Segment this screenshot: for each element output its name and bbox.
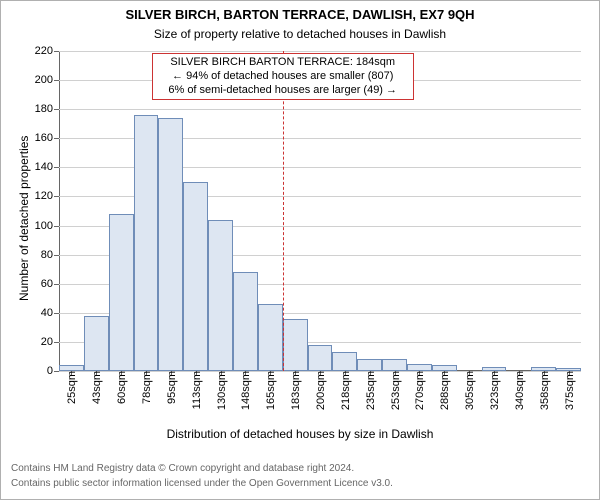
x-tick-label: 358sqm <box>537 371 551 410</box>
x-tick-label: 200sqm <box>313 371 327 410</box>
histogram-bar <box>357 359 382 371</box>
x-tick-label: 183sqm <box>288 371 302 410</box>
x-tick-label: 165sqm <box>263 371 277 410</box>
y-tick-label: 0 <box>47 365 59 377</box>
x-tick-label: 253sqm <box>388 371 402 410</box>
x-tick-label: 148sqm <box>238 371 252 410</box>
histogram-bar <box>183 182 208 371</box>
histogram-bar <box>208 220 233 371</box>
x-axis-label: Distribution of detached houses by size … <box>1 427 599 441</box>
chart-title: SILVER BIRCH, BARTON TERRACE, DAWLISH, E… <box>1 7 599 22</box>
x-tick-label: 78sqm <box>139 371 153 404</box>
y-tick-label: 220 <box>35 45 59 57</box>
y-tick-label: 120 <box>35 190 59 202</box>
y-tick-label: 40 <box>41 307 59 319</box>
x-tick-label: 43sqm <box>89 371 103 404</box>
annotation-line: 6% of semi-detached houses are larger (4… <box>157 84 409 98</box>
annotation-box: SILVER BIRCH BARTON TERRACE: 184sqm← 94%… <box>152 53 414 100</box>
plot-area: 02040608010012014016018020022025sqm43sqm… <box>59 51 581 371</box>
x-tick-label: 305sqm <box>462 371 476 410</box>
x-tick-label: 235sqm <box>363 371 377 410</box>
histogram-bar <box>308 345 333 371</box>
footer-line-1: Contains HM Land Registry data © Crown c… <box>11 463 354 474</box>
histogram-bar <box>407 364 432 371</box>
histogram-bar <box>382 359 407 371</box>
x-tick-label: 25sqm <box>64 371 78 404</box>
footer-line-2: Contains public sector information licen… <box>11 478 393 489</box>
x-tick-label: 270sqm <box>412 371 426 410</box>
histogram-bar <box>332 352 357 371</box>
histogram-bar <box>258 304 283 371</box>
y-tick-label: 160 <box>35 132 59 144</box>
y-tick-label: 100 <box>35 220 59 232</box>
annotation-line: ← 94% of detached houses are smaller (80… <box>157 70 409 84</box>
y-tick-label: 20 <box>41 336 59 348</box>
x-tick-label: 60sqm <box>114 371 128 404</box>
annotation-line: SILVER BIRCH BARTON TERRACE: 184sqm <box>157 56 409 70</box>
x-tick-label: 113sqm <box>189 371 203 409</box>
y-axis-line <box>59 51 60 371</box>
y-tick-label: 200 <box>35 74 59 86</box>
histogram-bar <box>233 272 258 371</box>
y-tick-label: 140 <box>35 161 59 173</box>
y-tick-label: 180 <box>35 103 59 115</box>
gridline <box>59 51 581 52</box>
x-tick-label: 323sqm <box>487 371 501 410</box>
gridline <box>59 109 581 110</box>
histogram-bar <box>84 316 109 371</box>
histogram-bar <box>283 319 308 371</box>
histogram-bar <box>158 118 183 371</box>
x-tick-label: 218sqm <box>338 371 352 410</box>
y-tick-label: 60 <box>41 278 59 290</box>
y-axis-label: Number of detached properties <box>17 135 31 300</box>
y-tick-label: 80 <box>41 249 59 261</box>
x-tick-label: 288sqm <box>437 371 451 410</box>
x-tick-label: 130sqm <box>214 371 228 410</box>
histogram-bar <box>134 115 159 371</box>
x-tick-label: 340sqm <box>512 371 526 410</box>
chart-container: SILVER BIRCH, BARTON TERRACE, DAWLISH, E… <box>0 0 600 500</box>
chart-subtitle: Size of property relative to detached ho… <box>1 27 599 41</box>
x-tick-label: 375sqm <box>562 371 576 410</box>
histogram-bar <box>109 214 134 371</box>
x-tick-label: 95sqm <box>164 371 178 404</box>
